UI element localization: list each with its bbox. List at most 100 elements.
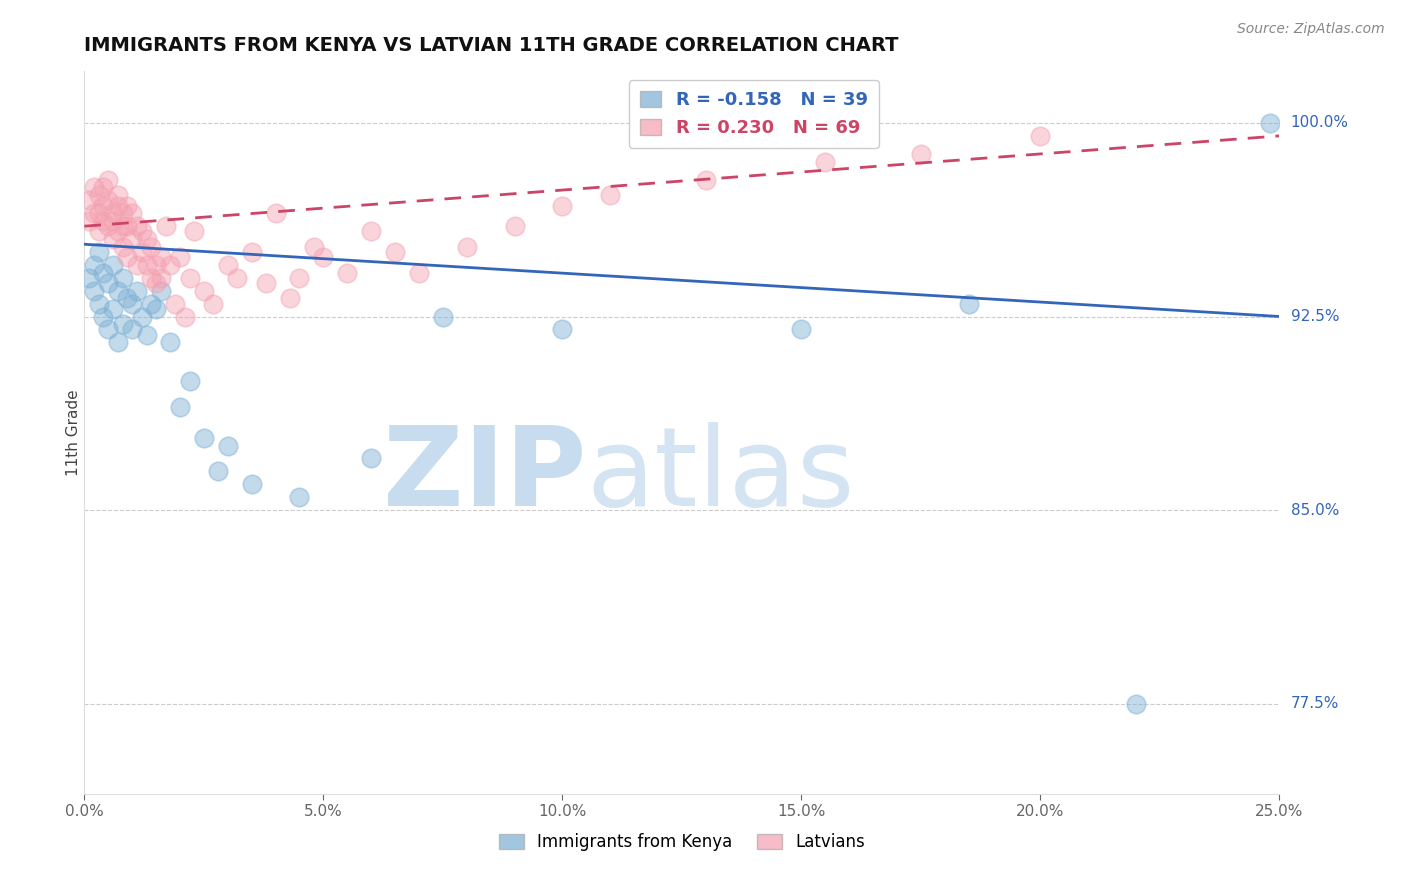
Point — [312, 250, 335, 264]
Point — [599, 188, 621, 202]
Legend: Immigrants from Kenya, Latvians: Immigrants from Kenya, Latvians — [492, 827, 872, 858]
Point — [111, 206, 134, 220]
Point — [83, 284, 105, 298]
Point — [1258, 116, 1281, 130]
Point — [790, 322, 813, 336]
Text: atlas: atlas — [586, 423, 855, 530]
Point — [87, 245, 110, 260]
Point — [910, 147, 932, 161]
Point — [93, 214, 115, 228]
Point — [131, 245, 153, 260]
Point — [131, 310, 153, 324]
Point — [83, 180, 105, 194]
Point — [1029, 128, 1052, 143]
Point — [131, 224, 153, 238]
Point — [101, 232, 124, 246]
Text: IMMIGRANTS FROM KENYA VS LATVIAN 11TH GRADE CORRELATION CHART: IMMIGRANTS FROM KENYA VS LATVIAN 11TH GR… — [84, 36, 898, 54]
Point — [101, 214, 124, 228]
Point — [141, 270, 163, 285]
Point — [97, 322, 120, 336]
Point — [107, 335, 129, 350]
Point — [111, 270, 134, 285]
Point — [97, 276, 120, 290]
Point — [83, 258, 105, 272]
Point — [149, 250, 172, 264]
Point — [101, 258, 124, 272]
Point — [264, 206, 287, 220]
Y-axis label: 11th Grade: 11th Grade — [66, 389, 80, 476]
Point — [111, 317, 134, 331]
Point — [125, 258, 148, 272]
Text: 85.0%: 85.0% — [1291, 502, 1339, 517]
Text: 77.5%: 77.5% — [1291, 696, 1339, 711]
Point — [97, 194, 120, 208]
Point — [207, 464, 229, 478]
Point — [278, 292, 301, 306]
Point — [1125, 697, 1147, 711]
Point — [77, 214, 100, 228]
Text: 100.0%: 100.0% — [1291, 115, 1348, 130]
Point — [87, 206, 110, 220]
Point — [125, 284, 148, 298]
Point — [695, 173, 717, 187]
Point — [240, 245, 263, 260]
Point — [155, 219, 177, 234]
Point — [360, 451, 382, 466]
Point — [169, 400, 191, 414]
Text: 92.5%: 92.5% — [1291, 309, 1339, 324]
Point — [93, 266, 115, 280]
Point — [217, 258, 239, 272]
Point — [217, 438, 239, 452]
Point — [456, 240, 478, 254]
Point — [87, 224, 110, 238]
Point — [135, 327, 157, 342]
Point — [183, 224, 205, 238]
Point — [117, 250, 139, 264]
Point — [254, 276, 277, 290]
Point — [93, 198, 115, 212]
Point — [145, 258, 167, 272]
Point — [814, 154, 837, 169]
Point — [384, 245, 406, 260]
Point — [302, 240, 325, 254]
Point — [107, 188, 129, 202]
Point — [87, 296, 110, 310]
Point — [111, 219, 134, 234]
Point — [336, 266, 359, 280]
Point — [121, 322, 143, 336]
Point — [432, 310, 454, 324]
Point — [87, 188, 110, 202]
Point — [83, 206, 105, 220]
Point — [125, 219, 148, 234]
Point — [503, 219, 526, 234]
Point — [202, 296, 225, 310]
Point — [135, 232, 157, 246]
Point — [169, 250, 191, 264]
Point — [93, 310, 115, 324]
Point — [159, 258, 181, 272]
Point — [117, 219, 139, 234]
Point — [101, 206, 124, 220]
Point — [159, 335, 181, 350]
Point — [107, 224, 129, 238]
Point — [226, 270, 249, 285]
Point — [179, 270, 201, 285]
Point — [107, 198, 129, 212]
Point — [121, 296, 143, 310]
Point — [360, 224, 382, 238]
Point — [101, 301, 124, 316]
Point — [193, 284, 215, 298]
Point — [165, 296, 187, 310]
Point — [117, 198, 139, 212]
Point — [141, 240, 163, 254]
Text: ZIP: ZIP — [382, 423, 586, 530]
Point — [173, 310, 195, 324]
Point — [97, 173, 120, 187]
Point — [149, 270, 172, 285]
Point — [193, 431, 215, 445]
Text: Source: ZipAtlas.com: Source: ZipAtlas.com — [1237, 22, 1385, 37]
Point — [551, 322, 574, 336]
Point — [551, 198, 574, 212]
Point — [135, 258, 157, 272]
Point — [107, 284, 129, 298]
